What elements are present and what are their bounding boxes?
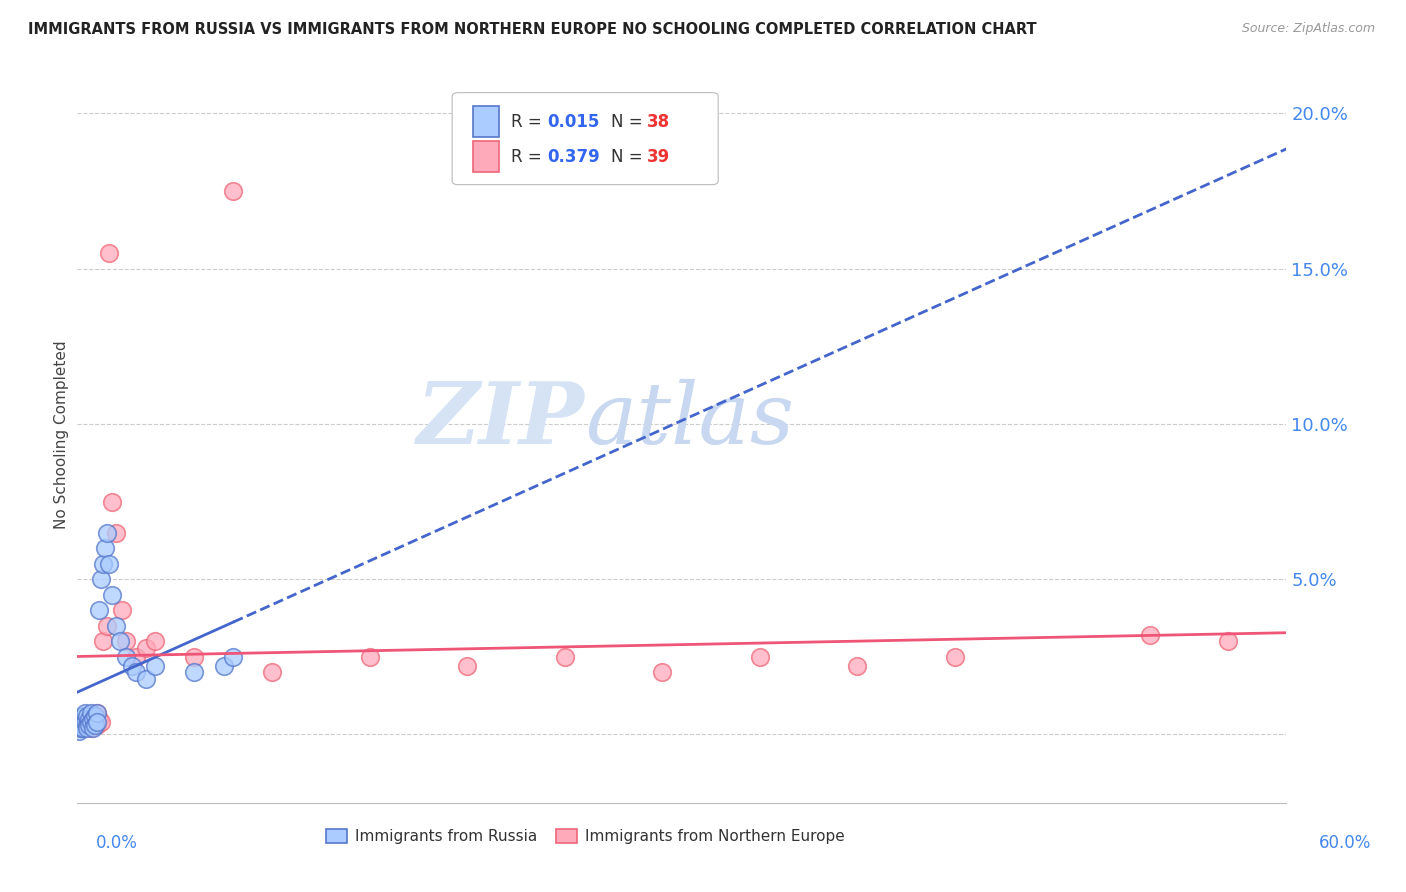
Point [86,718,108,732]
Text: ZIP: ZIP [418,378,585,462]
Point [87,712,110,726]
Point [135,672,157,686]
Point [183,665,205,680]
Text: Source: ZipAtlas.com: Source: ZipAtlas.com [1241,22,1375,36]
Point [75,714,97,729]
Point [93,541,115,556]
Point [96,619,118,633]
Point [83,718,105,732]
Point [222,184,245,198]
Point [82,712,104,726]
Point [67,724,90,739]
Point [115,649,138,664]
Text: 0.0%: 0.0% [96,834,138,852]
Point [72,718,94,732]
Point [846,659,869,673]
Point [651,665,673,680]
Text: 0.015: 0.015 [548,113,600,131]
Point [86,706,108,720]
Point [72,721,94,735]
Point [77,718,100,732]
Point [101,588,124,602]
Point [135,640,157,655]
FancyBboxPatch shape [472,141,499,172]
Point [96,525,118,540]
Point [125,649,148,664]
Point [77,712,100,726]
Point [111,603,134,617]
Text: R =: R = [512,113,547,131]
FancyBboxPatch shape [453,93,718,185]
Point [262,665,284,680]
Point [75,712,97,726]
Point [76,709,98,723]
Point [80,714,103,729]
Text: atlas: atlas [585,379,794,461]
Point [83,714,105,729]
Text: N =: N = [610,113,647,131]
Point [359,649,381,664]
Point [77,714,100,729]
Point [97,246,120,260]
Point [943,649,966,664]
Point [86,706,108,720]
Text: R =: R = [512,148,547,166]
Point [87,603,110,617]
Point [143,634,166,648]
Point [143,659,166,673]
Point [183,649,205,664]
Point [76,718,98,732]
Point [72,709,94,723]
Point [83,709,105,723]
Point [91,634,114,648]
Point [67,721,90,735]
Text: 39: 39 [647,148,671,166]
Text: 0.379: 0.379 [548,148,600,166]
Point [70,718,93,732]
Point [80,706,103,720]
Point [75,706,97,720]
Point [70,712,93,726]
Text: IMMIGRANTS FROM RUSSIA VS IMMIGRANTS FROM NORTHERN EUROPE NO SCHOOLING COMPLETED: IMMIGRANTS FROM RUSSIA VS IMMIGRANTS FRO… [28,22,1036,37]
Point [80,721,103,735]
Point [125,665,148,680]
Point [748,649,770,664]
Point [101,494,124,508]
Point [82,718,104,732]
Legend: Immigrants from Russia, Immigrants from Northern Europe: Immigrants from Russia, Immigrants from … [321,823,851,850]
Text: 60.0%: 60.0% [1319,834,1371,852]
Point [115,634,138,648]
Point [82,709,104,723]
Point [80,712,103,726]
FancyBboxPatch shape [472,106,499,136]
Point [76,709,98,723]
Point [72,721,94,735]
Point [72,714,94,729]
Point [105,619,128,633]
Text: N =: N = [610,148,647,166]
Point [554,649,576,664]
Point [86,714,108,729]
Point [70,721,93,735]
Point [90,714,112,729]
Point [97,557,120,571]
Point [121,659,143,673]
Point [212,659,235,673]
Point [91,557,114,571]
Point [76,721,98,735]
Point [90,572,112,586]
Point [110,634,132,648]
Point [76,718,98,732]
Point [1139,628,1161,642]
Point [82,721,104,735]
Point [222,649,245,664]
Point [105,525,128,540]
Point [456,659,478,673]
Text: 38: 38 [647,113,671,131]
Point [1216,634,1239,648]
Y-axis label: No Schooling Completed: No Schooling Completed [53,341,69,529]
